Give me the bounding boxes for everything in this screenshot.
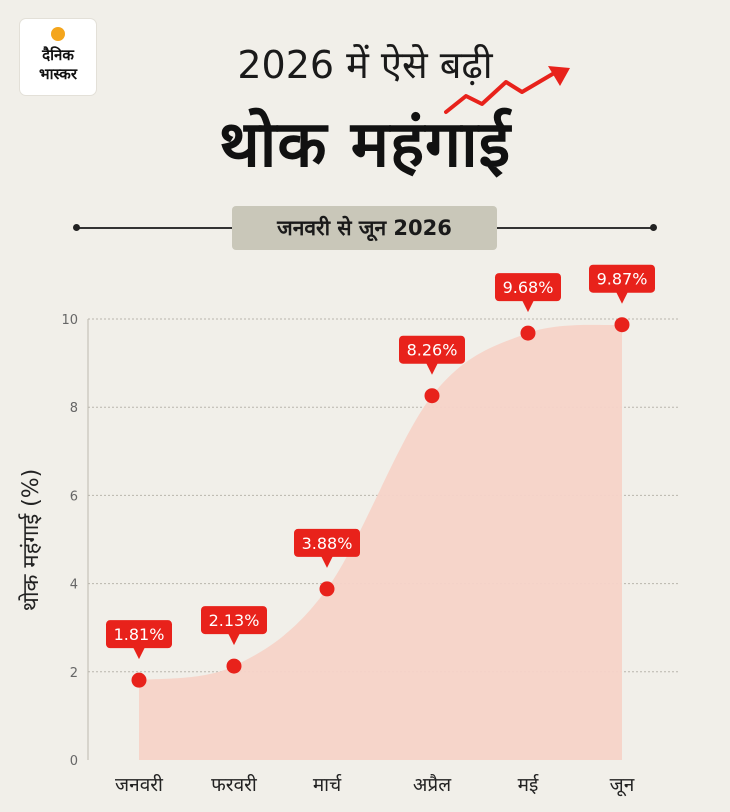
headline-line1: 2026 में ऐसे बढ़ी — [237, 43, 493, 87]
trend-arrow-icon — [444, 66, 570, 114]
data-point — [520, 325, 536, 341]
data-point — [131, 672, 147, 688]
data-label-pointer — [228, 633, 240, 646]
data-point — [226, 658, 242, 674]
data-label-pointer — [616, 291, 628, 304]
data-label-pointer — [133, 647, 145, 660]
data-label-pointer — [522, 300, 534, 313]
headline-line2: थोक महंगाई — [218, 108, 512, 182]
data-point — [424, 388, 440, 404]
x-tick-label: अप्रैल — [413, 773, 452, 796]
data-label-box — [294, 528, 360, 557]
data-label-box — [106, 620, 172, 649]
logo-text-line2: भास्कर — [39, 65, 77, 83]
x-tick-label: मार्च — [313, 773, 342, 796]
data-label-pointer — [321, 555, 333, 568]
data-point — [319, 581, 335, 597]
x-tick-label: जून — [610, 774, 635, 797]
data-label-box — [495, 273, 561, 302]
data-label: 2.13% — [209, 611, 260, 630]
data-label-box — [399, 335, 465, 364]
period-badge: जनवरी से जून 2026 — [232, 206, 497, 250]
sun-icon — [51, 27, 65, 41]
divider-right — [497, 227, 653, 229]
area-fill — [139, 324, 622, 760]
y-tick-label: 8 — [70, 401, 78, 416]
x-tick-label: फरवरी — [211, 773, 258, 796]
data-label: 3.88% — [302, 534, 353, 553]
divider-left — [76, 227, 232, 229]
data-label: 8.26% — [407, 341, 458, 360]
divider-dot — [73, 224, 80, 231]
divider-dot — [650, 224, 657, 231]
x-tick-label: मई — [518, 773, 540, 796]
data-label-box — [201, 606, 267, 635]
data-label-box — [589, 264, 655, 293]
x-tick-label: जनवरी — [115, 773, 164, 796]
dainik-bhaskar-logo: दैनिक भास्कर — [20, 19, 96, 95]
data-label-pointer — [426, 362, 438, 375]
y-axis-label: थोक महंगाई (%) — [18, 469, 44, 611]
data-point — [614, 317, 630, 333]
logo-text-line1: दैनिक — [42, 46, 74, 64]
data-label: 9.87% — [597, 270, 648, 289]
y-tick-label: 6 — [70, 489, 78, 504]
y-tick-label: 4 — [70, 578, 78, 593]
y-tick-label: 2 — [70, 666, 78, 681]
data-label: 9.68% — [503, 278, 554, 297]
y-tick-label: 10 — [61, 313, 78, 328]
y-tick-label: 0 — [70, 754, 78, 769]
data-label: 1.81% — [114, 625, 165, 644]
